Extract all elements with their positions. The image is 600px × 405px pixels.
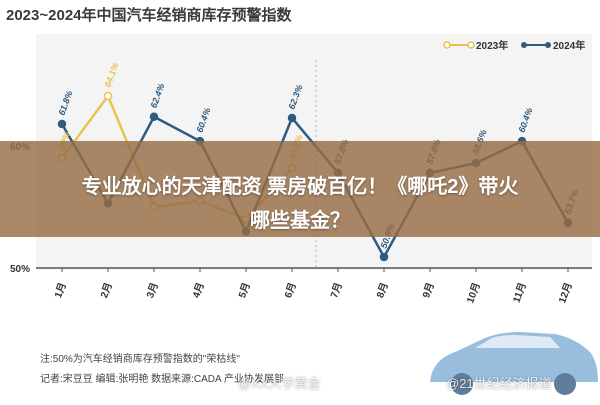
car-illustration [430,332,598,395]
legend: 2023年 2024年 [443,39,585,52]
x-tick-label: 9月 [420,281,437,300]
headline-line-1: 专业放心的天津配资 票房破百亿！《哪吒2》带火 [81,176,519,198]
x-tick-label: 5月 [236,281,253,300]
legend-item-2024: 2024年 [521,39,585,52]
watermark-left: @XX大学黄金 [238,376,321,391]
headline-line-2: 哪些基金？ [250,210,350,232]
note-credits: 记者:宋豆豆 编辑:张明艳 数据来源:CADA 产业协发展部 [40,374,284,385]
legend-label-2023: 2023年 [476,39,508,52]
watermark-right: @21世纪经济报道 [446,376,552,391]
data-point [57,119,67,129]
data-point [103,91,113,101]
data-point [149,112,159,121]
x-tick-label: 6月 [282,281,299,300]
x-tick-label: 10月 [464,281,483,305]
x-tick-label: 11月 [511,281,529,304]
x-tick-label: 3月 [144,281,161,300]
note-threshold: 注:50%为汽车经销商库存预警指数的"荣枯线" [40,354,240,365]
legend-label-2024: 2024年 [553,39,585,52]
x-tick-label: 7月 [328,281,345,300]
chart-title: 2023~2024年中国汽车经销商库存预警指数 [6,7,292,24]
x-tick-label: 8月 [374,281,391,300]
data-point [379,252,389,262]
headline-overlay: 专业放心的天津配资 票房破百亿！《哪吒2》带火 哪些基金？ [0,141,600,237]
x-tick-label: 12月 [556,281,575,305]
x-tick-label: 1月 [52,281,69,300]
data-point [287,113,297,123]
y-tick-label: 50% [10,264,30,275]
legend-item-2023: 2023年 [443,39,508,52]
x-tick-label: 2月 [98,281,115,300]
x-tick-label: 4月 [190,281,207,300]
